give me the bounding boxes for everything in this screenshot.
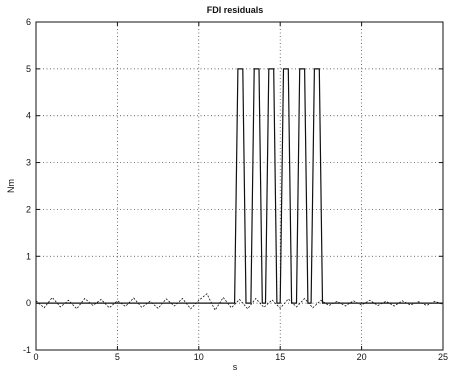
y-tick-label: 5 bbox=[26, 64, 31, 74]
x-tick-label: 10 bbox=[194, 352, 204, 362]
y-tick-label: 2 bbox=[26, 204, 31, 214]
ticks bbox=[35, 21, 444, 351]
x-tick-label: 20 bbox=[357, 352, 367, 362]
x-tick-label: 0 bbox=[33, 352, 38, 362]
x-tick-label: 5 bbox=[115, 352, 120, 362]
y-tick-label: 4 bbox=[26, 111, 31, 121]
series-line-solid bbox=[36, 68, 443, 304]
x-tick-label: 25 bbox=[438, 352, 448, 362]
y-tick-label: -1 bbox=[23, 345, 31, 355]
y-tick-label: 0 bbox=[26, 298, 31, 308]
y-tick-label: 6 bbox=[26, 17, 31, 27]
y-tick-label: 1 bbox=[26, 251, 31, 261]
y-axis-label: Nm bbox=[6, 179, 16, 193]
x-axis-label: s bbox=[233, 362, 238, 372]
x-tick-label: 15 bbox=[275, 352, 285, 362]
chart-title: FDI residuals bbox=[207, 5, 264, 15]
series-group bbox=[35, 68, 444, 312]
series-line-dashed bbox=[35, 293, 444, 312]
plot-frame bbox=[35, 21, 444, 351]
grid bbox=[36, 22, 443, 350]
y-tick-label: 3 bbox=[26, 158, 31, 168]
